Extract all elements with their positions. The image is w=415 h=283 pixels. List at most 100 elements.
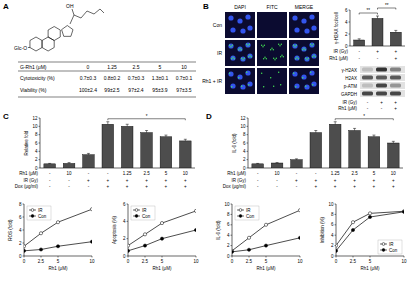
focus <box>306 59 307 60</box>
marker <box>143 233 146 236</box>
y-tick <box>335 204 337 205</box>
significance-bracket <box>378 8 396 10</box>
x-tick-label: 10 <box>89 259 95 264</box>
marker <box>402 210 404 213</box>
lane-mark: - <box>367 100 369 105</box>
error-cap <box>394 30 397 31</box>
ring <box>48 27 60 41</box>
protein-label: H2AX <box>345 76 357 81</box>
condition-mark: - <box>315 171 317 176</box>
focus <box>241 58 242 59</box>
focus <box>249 55 250 56</box>
y-tick-label: 8 <box>19 202 22 207</box>
x-tick-label: 5 <box>265 259 268 264</box>
nucleus <box>309 42 314 47</box>
table-cell: 97±2.4 <box>128 87 143 93</box>
legend-label: Con <box>389 248 398 253</box>
focus <box>264 57 265 58</box>
legend-box <box>235 206 259 220</box>
marker <box>264 244 267 247</box>
focus <box>229 45 230 46</box>
focus <box>302 77 303 78</box>
y-tick <box>231 245 233 246</box>
focus <box>278 44 279 45</box>
nucleus <box>230 27 235 32</box>
focus <box>313 44 314 45</box>
y-tick <box>39 168 41 169</box>
x-tick-label: 0 <box>231 259 234 264</box>
condition-label: Rh1 (μM) <box>227 171 246 176</box>
table-header: 5 <box>159 64 162 70</box>
bond <box>72 9 74 15</box>
legend-marker <box>239 209 242 212</box>
band <box>376 84 387 88</box>
x-tick <box>145 256 146 258</box>
x-tick <box>92 256 93 258</box>
y-tick <box>39 143 41 144</box>
x-tick <box>353 256 354 258</box>
error-line <box>377 16 378 18</box>
x-tick <box>249 256 250 258</box>
protein-label: GAPDH <box>341 92 357 97</box>
image <box>289 68 319 94</box>
table-cell: 0.7±0.1 <box>176 75 193 81</box>
error-cap <box>392 141 395 142</box>
condition-mark: 2.5 <box>351 171 358 176</box>
series-line <box>128 230 196 251</box>
nucleus <box>247 81 252 86</box>
condition-mark: + <box>106 184 109 189</box>
band <box>390 92 401 96</box>
marker <box>336 244 338 247</box>
y-tick <box>247 143 249 144</box>
nucleus <box>240 56 245 61</box>
condition-label: Dox (μg/ml) <box>15 184 39 189</box>
lane-mark: - <box>367 106 369 111</box>
y-tick-label: 4 <box>227 233 230 238</box>
marker <box>368 212 371 215</box>
nucleus <box>240 84 245 89</box>
focus <box>280 84 281 85</box>
condition-mark: 1.25 <box>331 171 340 176</box>
y-axis-label: IL-6 (fold) <box>216 220 221 240</box>
focus <box>281 55 282 56</box>
error-cap <box>376 16 379 17</box>
condition-mark: - <box>296 184 298 189</box>
condition-mark: - <box>68 178 70 183</box>
nucleus <box>245 14 250 19</box>
x-tick-label: 5 <box>57 259 60 264</box>
legend-label: IR <box>389 242 394 247</box>
y-tick <box>127 238 129 239</box>
y-tick-label: 6 <box>345 8 348 13</box>
y-tick-label: 8 <box>243 132 246 137</box>
ring <box>30 37 42 51</box>
significance: * <box>146 114 148 119</box>
x-tick-label: 2.5 <box>246 259 253 264</box>
table-cell: 0.7±0.3 <box>128 75 145 81</box>
y-tick-label: 6 <box>35 141 38 146</box>
marks <box>354 16 402 46</box>
focus <box>273 49 274 50</box>
focus <box>311 45 312 46</box>
atom-label: OH <box>66 3 74 9</box>
error-cap <box>106 121 109 122</box>
nucleus <box>247 53 252 58</box>
bar <box>349 131 361 169</box>
condition-mark: + <box>395 56 398 61</box>
legend: IRCon <box>131 206 155 220</box>
condition-mark: + <box>314 178 317 183</box>
marker <box>56 221 59 224</box>
bar <box>102 124 114 168</box>
legend-label: IR <box>38 208 43 213</box>
lane-mark: + <box>394 106 397 111</box>
focus <box>315 56 316 57</box>
y-tick-label: 4 <box>331 233 334 238</box>
focus <box>231 58 232 59</box>
error-line <box>277 162 278 163</box>
x-tick <box>58 256 59 258</box>
condition-mark: 10 <box>67 171 73 176</box>
table-header: 10 <box>181 64 187 70</box>
marker <box>128 249 130 252</box>
legend-line <box>29 216 36 217</box>
ring <box>62 26 73 37</box>
image <box>225 12 255 38</box>
